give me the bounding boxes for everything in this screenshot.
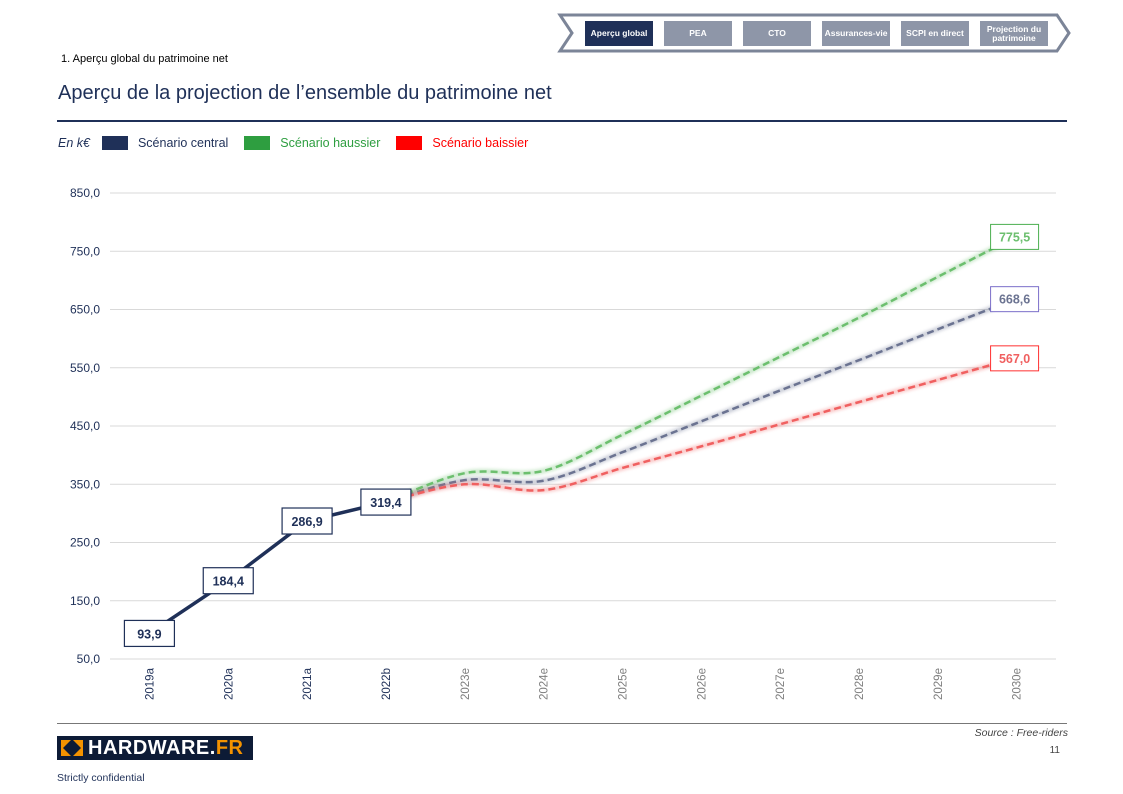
- section-label: 1. Aperçu global du patrimoine net: [61, 53, 228, 65]
- x-tick-label: 2030e: [1012, 668, 1024, 700]
- nav-tab-assurances-vie[interactable]: Assurances-vie: [822, 21, 890, 46]
- series-line-scenario-baissier: [385, 356, 1017, 504]
- nav-tab-aperçu-global[interactable]: Aperçu global: [585, 21, 653, 46]
- nav-tab-pea[interactable]: PEA: [664, 21, 732, 46]
- x-tick-label: 2020a: [223, 667, 235, 700]
- page-title: Aperçu de la projection de l’ensemble du…: [58, 82, 552, 104]
- legend-label: Scénario central: [137, 136, 229, 150]
- x-tick-label: 2023e: [460, 668, 472, 700]
- x-tick-label: 2022b: [381, 668, 393, 700]
- x-tick-label: 2024e: [539, 668, 551, 700]
- unit-label: En k€: [58, 136, 90, 150]
- data-label: 286,9: [291, 515, 322, 529]
- x-tick-label: 2026e: [696, 668, 708, 700]
- end-value-label: 567,0: [999, 352, 1030, 366]
- legend-swatch: [101, 136, 128, 150]
- data-label: 93,9: [137, 627, 161, 641]
- projection-chart: 50,0 150,0 250,0 350,0 450,0 550,0 650,0 750,0 8…: [70, 186, 1056, 700]
- y-tick-label: 50,0: [77, 652, 101, 666]
- y-tick-label: 150,0: [70, 594, 100, 608]
- x-tick-label: 2025e: [617, 668, 629, 700]
- actual-line: [148, 500, 387, 635]
- nav-tab-cto[interactable]: CTO: [743, 21, 811, 46]
- y-tick-label: 450,0: [70, 419, 100, 433]
- legend-item: Scénario baissier: [396, 136, 528, 150]
- data-label-box: [360, 488, 412, 516]
- y-tick-label: 850,0: [70, 186, 100, 200]
- nav-tab-scpi-en-direct[interactable]: SCPI en direct: [901, 21, 969, 46]
- nav-tab-projection-du-patrimoine[interactable]: Projection du patrimoine: [980, 21, 1048, 46]
- y-tick-label: 550,0: [70, 361, 100, 375]
- confidentiality-note: Strictly confidential: [57, 772, 145, 784]
- data-label: 319,4: [370, 496, 401, 510]
- series-glow: [385, 234, 1018, 505]
- x-tick-label: 2019a: [144, 667, 156, 700]
- y-tick-label: 650,0: [70, 303, 100, 317]
- legend-label: Scénario baissier: [432, 136, 529, 150]
- y-tick-label: 350,0: [70, 477, 100, 491]
- section-navigation: Aperçu global PEA CTO Assurances-vie SCPI en…: [557, 12, 1072, 54]
- data-label-box: [281, 507, 333, 535]
- data-label-box: [202, 567, 254, 595]
- series-glow: [385, 296, 1018, 505]
- end-label-box: [990, 345, 1040, 372]
- y-tick-label: 750,0: [70, 244, 100, 258]
- legend-swatch: [244, 136, 271, 150]
- x-tick-label: 2021a: [302, 667, 314, 700]
- hardware-fr-logo: HARDWARE.FR: [57, 736, 253, 760]
- chart-legend: En k€ Scénario central Scénario haussier S…: [58, 136, 544, 150]
- legend-label: Scénario haussier: [280, 136, 381, 150]
- end-value-label: 775,5: [999, 230, 1030, 244]
- data-label: 184,4: [213, 575, 244, 589]
- legend-swatch: [396, 136, 423, 150]
- x-tick-label: 2028e: [854, 668, 866, 700]
- y-tick-label: 250,0: [70, 536, 100, 550]
- legend-item: Scénario haussier: [244, 136, 380, 150]
- x-tick-label: 2027e: [775, 668, 787, 700]
- end-value-label: 668,6: [999, 293, 1030, 307]
- legend-item: Scénario central: [101, 136, 229, 150]
- data-label-box: [123, 619, 176, 648]
- title-divider: [57, 120, 1067, 122]
- end-label-box: [990, 286, 1040, 313]
- footer-divider: [57, 723, 1067, 724]
- source-note: Source : Free-riders: [974, 727, 1068, 739]
- series-line-scenario-haussier: [385, 235, 1018, 504]
- logo-mark-icon: [61, 740, 83, 756]
- x-tick-label: 2029e: [933, 668, 945, 700]
- end-label-box: [990, 223, 1040, 250]
- page-number: 11: [1049, 745, 1060, 756]
